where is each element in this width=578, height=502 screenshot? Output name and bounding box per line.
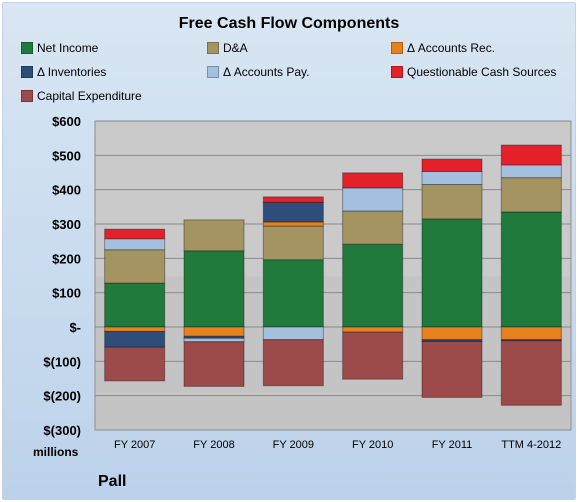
- bar-net-income-ttm-4-2012: [500, 211, 562, 328]
- bar-capital-expenditure-fy-2011: [421, 340, 483, 398]
- bar-accounts-rec-fy-2008: [183, 326, 245, 337]
- x-tick-label: FY 2011: [432, 439, 473, 451]
- bar-accounts-pay-fy-2011: [421, 170, 483, 186]
- bar-inventories-fy-2007: [104, 330, 166, 348]
- bar-net-income-fy-2010: [342, 243, 404, 328]
- legend-label-net-income: Net Income: [37, 41, 99, 55]
- legend-swatch-questionable-cash: [391, 66, 403, 78]
- bar-capital-expenditure-fy-2009: [262, 339, 324, 387]
- legend-item-accounts-pay: Δ Accounts Pay.: [207, 65, 310, 79]
- legend-item-questionable-cash: Questionable Cash Sources: [391, 65, 556, 79]
- y-tick-label: $200: [52, 251, 81, 266]
- bar-chart-plot: $600 $500 $400 $300 $200 $100 $- $(100) $(200) $(…: [43, 114, 572, 451]
- chart-title: Free Cash Flow Components: [178, 15, 400, 32]
- bar-d-a-fy-2009: [262, 225, 324, 261]
- legend-swatch-accounts-pay: [207, 66, 219, 78]
- bar-questionable-cash-sources-fy-2007: [104, 228, 166, 240]
- legend-swatch-da: [207, 42, 219, 54]
- bar-d-a-fy-2008: [183, 219, 245, 252]
- x-tick-label: FY 2009: [273, 439, 314, 451]
- legend-item-capex: Capital Expenditure: [21, 89, 142, 103]
- legend-item-inventories: Δ Inventories: [21, 65, 106, 79]
- bar-net-income-fy-2011: [421, 218, 483, 328]
- bar-questionable-cash-sources-fy-2009: [262, 196, 324, 203]
- bar-accounts-pay-fy-2009: [262, 326, 324, 341]
- bar-inventories-fy-2009: [262, 201, 324, 223]
- bar-d-a-fy-2007: [104, 249, 166, 284]
- bar-capital-expenditure-ttm-4-2012: [500, 340, 562, 406]
- bar-accounts-rec-fy-2011: [421, 326, 483, 341]
- y-tick-label: $(200): [43, 389, 81, 404]
- legend-swatch-accounts-rec: [391, 42, 403, 54]
- y-tick-label: $(100): [43, 354, 81, 369]
- x-tick-label: FY 2008: [193, 439, 234, 451]
- bar-questionable-cash-sources-fy-2010: [342, 172, 404, 189]
- legend-label-questionable-cash: Questionable Cash Sources: [407, 65, 557, 79]
- bar-net-income-fy-2007: [104, 282, 166, 328]
- plot-area-highlight: [96, 122, 570, 277]
- y-axis-units-label: millions: [33, 445, 79, 459]
- legend-item-accounts-rec: Δ Accounts Rec.: [391, 41, 495, 55]
- bar-accounts-rec-fy-2009: [262, 221, 324, 227]
- y-tick-label: $400: [52, 183, 81, 198]
- bar-d-a-ttm-4-2012: [500, 177, 562, 213]
- legend-label-accounts-rec: Δ Accounts Rec.: [407, 41, 496, 55]
- y-tick-label: $-: [69, 320, 81, 335]
- bar-accounts-pay-fy-2007: [104, 238, 166, 251]
- bar-accounts-rec-ttm-4-2012: [500, 326, 562, 341]
- legend-item-da: D&A: [207, 41, 248, 55]
- bar-accounts-pay-fy-2008: [183, 337, 245, 343]
- x-tick-label: TTM 4-2012: [501, 439, 561, 451]
- bar-accounts-rec-fy-2010: [342, 326, 404, 333]
- legend-swatch-net-income: [21, 42, 33, 54]
- bar-accounts-rec-fy-2007: [104, 326, 166, 332]
- bar-capital-expenditure-fy-2008: [183, 341, 245, 387]
- legend-label-capex: Capital Expenditure: [37, 89, 142, 103]
- legend-label-accounts-pay: Δ Accounts Pay.: [223, 65, 310, 79]
- legend-label-inventories: Δ Inventories: [37, 65, 107, 79]
- x-tick-label: FY 2010: [352, 439, 393, 451]
- bar-d-a-fy-2011: [421, 184, 483, 220]
- company-label: Pall: [98, 473, 127, 490]
- y-tick-label: $500: [52, 148, 81, 163]
- bar-net-income-fy-2009: [262, 259, 324, 328]
- bar-net-income-fy-2008: [183, 250, 245, 328]
- y-tick-label: $600: [52, 114, 81, 129]
- bar-capital-expenditure-fy-2007: [104, 346, 166, 382]
- x-tick-label: FY 2007: [114, 439, 155, 451]
- y-tick-label: $100: [52, 286, 81, 301]
- legend-swatch-inventories: [21, 66, 33, 78]
- legend-item-net-income: Net Income: [21, 41, 98, 55]
- bar-accounts-pay-ttm-4-2012: [500, 164, 562, 179]
- legend-swatch-capex: [21, 90, 33, 102]
- y-tick-label: $300: [52, 217, 81, 232]
- bar-questionable-cash-sources-fy-2011: [421, 158, 483, 172]
- bar-capital-expenditure-fy-2010: [342, 331, 404, 380]
- bar-d-a-fy-2010: [342, 210, 404, 245]
- bar-accounts-pay-fy-2010: [342, 187, 404, 212]
- bar-questionable-cash-sources-ttm-4-2012: [500, 144, 562, 166]
- y-tick-label: $(300): [43, 423, 81, 438]
- legend-label-da: D&A: [223, 41, 248, 55]
